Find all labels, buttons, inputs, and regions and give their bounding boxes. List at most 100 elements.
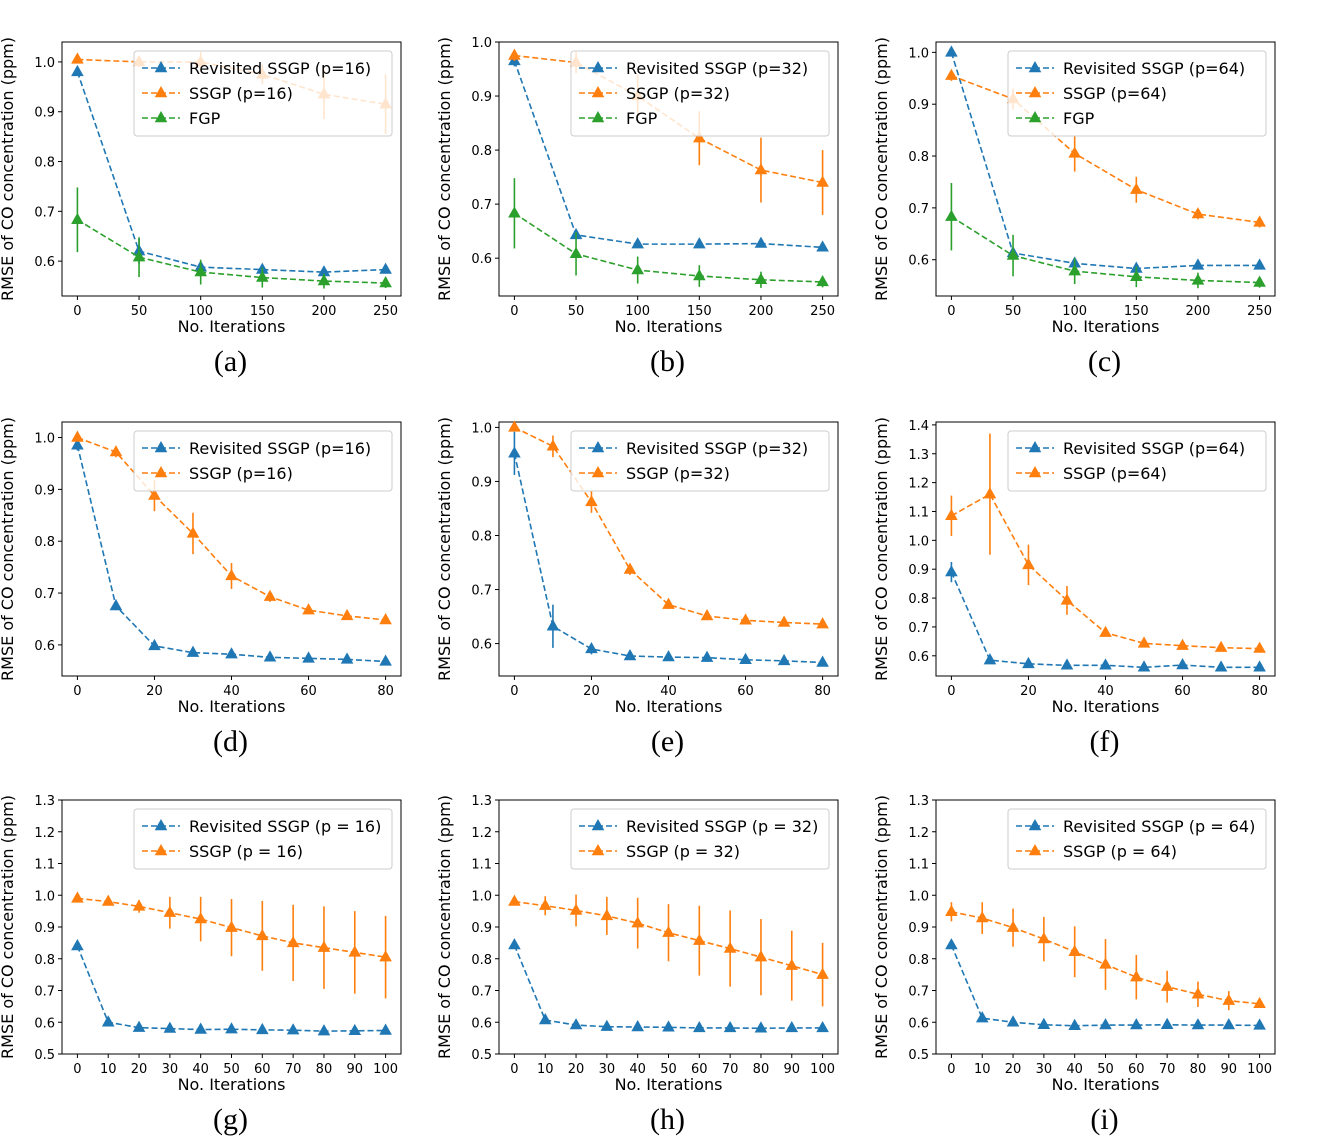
legend-label: SSGP (p=32) [626, 84, 730, 103]
series-line [513, 60, 823, 249]
data-point-marker [379, 262, 392, 274]
data-point-marker [1022, 557, 1035, 570]
data-point-marker [723, 1020, 737, 1033]
legend: Revisited SSGP (p=64) SSGP (p=64) FGP [1007, 50, 1267, 137]
data-point-marker [225, 647, 238, 659]
series-line [513, 944, 823, 1030]
data-point-marker [754, 950, 768, 962]
y-tick-label: 0.6 [471, 1016, 492, 1031]
data-point-marker [777, 615, 791, 627]
data-point-marker [631, 237, 644, 249]
legend-marker [1028, 61, 1042, 73]
data-point-marker [662, 650, 675, 662]
series-1 [71, 891, 392, 999]
x-tick-label: 40 [223, 684, 240, 699]
subplot-a: 0.6 0.7 0.8 0.9 1.0 0 50 100 150 200 250 No. Iterat… [0, 37, 402, 378]
legend-label: Revisited SSGP (p=64) [1063, 439, 1245, 458]
legend-box [570, 50, 830, 137]
x-tick-label: 40 [660, 684, 677, 699]
data-point-marker [1222, 993, 1236, 1005]
series-1 [945, 902, 1266, 1011]
x-tick-label: 20 [1005, 1062, 1022, 1077]
series-0 [71, 939, 392, 1036]
series-1 [508, 420, 829, 629]
legend-label: Revisited SSGP (p = 64) [1063, 817, 1255, 836]
data-point-marker [1060, 593, 1074, 605]
data-point-marker [816, 1020, 829, 1033]
y-tick-label: 1.0 [471, 889, 492, 904]
data-point-marker [816, 967, 829, 979]
data-point-marker [1191, 1018, 1205, 1030]
series-2 [945, 182, 1266, 289]
y-tick-label: 1.1 [471, 858, 492, 873]
legend: Revisited SSGP (p=16) SSGP (p=16) FGP [133, 50, 393, 137]
y-tick-label: 1.2 [908, 826, 929, 841]
series-line [513, 212, 823, 283]
y-tick-label: 0.9 [471, 475, 492, 490]
y-tick-label: 0.6 [908, 1016, 929, 1031]
legend-label: Revisited SSGP (p=16) [189, 439, 371, 458]
data-point-marker [508, 938, 521, 950]
x-tick-label: 60 [254, 1062, 271, 1077]
y-tick-label: 0.7 [471, 198, 492, 213]
data-point-marker [1060, 658, 1074, 670]
x-axis-label: No. Iterations [615, 317, 723, 336]
x-tick-label: 200 [312, 304, 337, 319]
legend-label: SSGP (p=16) [189, 464, 293, 483]
data-point-marker [1006, 920, 1020, 932]
legend-marker [1028, 111, 1042, 123]
series-0 [71, 438, 392, 666]
x-axis-label: No. Iterations [1052, 697, 1160, 716]
y-tick-label: 0.9 [908, 563, 929, 578]
subplot-b: 0.6 0.7 0.8 0.9 1.0 0 50 100 150 200 250 No. Iterat… [435, 36, 839, 378]
data-point-marker [754, 163, 768, 175]
series-line [951, 74, 1260, 224]
data-point-marker [546, 439, 560, 451]
y-tick-label: 1.0 [471, 36, 492, 51]
y-tick-label: 0.7 [34, 587, 55, 602]
data-point-marker [945, 209, 958, 221]
x-tick-label: 20 [131, 1062, 148, 1077]
data-point-marker [1253, 275, 1266, 287]
data-point-marker [1037, 932, 1051, 944]
x-tick-label: 20 [583, 684, 600, 699]
x-tick-label: 0 [73, 684, 81, 699]
subplot-caption: (b) [650, 345, 685, 378]
x-tick-label: 150 [1124, 304, 1149, 319]
y-tick-label: 1.0 [471, 421, 492, 436]
x-tick-label: 60 [737, 684, 754, 699]
data-point-marker [71, 891, 84, 903]
legend-marker [154, 61, 168, 73]
data-point-marker [225, 568, 238, 581]
legend-marker [1028, 86, 1042, 98]
data-point-marker [585, 641, 598, 654]
data-point-marker [739, 652, 752, 664]
data-point-marker [302, 603, 315, 615]
data-point-marker [538, 1013, 552, 1025]
legend-label: FGP [1063, 109, 1095, 128]
data-point-marker [1191, 207, 1205, 219]
subplot-caption: (i) [1090, 1103, 1118, 1136]
y-tick-label: 1.0 [908, 534, 929, 549]
data-point-marker [546, 619, 560, 631]
data-point-marker [631, 263, 644, 275]
legend: Revisited SSGP (p=64) SSGP (p=64) [1007, 430, 1267, 492]
x-tick-label: 20 [146, 684, 163, 699]
y-tick-label: 0.9 [34, 921, 55, 936]
x-tick-label: 60 [300, 684, 317, 699]
y-tick-label: 0.6 [471, 252, 492, 267]
data-point-marker [1130, 269, 1143, 282]
y-tick-label: 0.8 [34, 535, 55, 550]
x-tick-label: 100 [188, 304, 213, 319]
data-point-marker [662, 1020, 675, 1032]
subplot-caption: (d) [213, 725, 248, 758]
legend-box [570, 430, 830, 492]
data-point-marker [1160, 1017, 1174, 1029]
data-point-marker [1176, 638, 1189, 650]
legend-marker [154, 111, 168, 123]
x-tick-label: 100 [1247, 1062, 1272, 1077]
legend-marker [591, 819, 605, 831]
y-tick-label: 0.7 [908, 985, 929, 1000]
x-tick-label: 250 [810, 304, 835, 319]
subplot-h: 0.5 0.6 0.7 0.8 0.9 1.0 1.1 1.2 1.3 0 10 20 30 40 50 60… [435, 794, 839, 1136]
